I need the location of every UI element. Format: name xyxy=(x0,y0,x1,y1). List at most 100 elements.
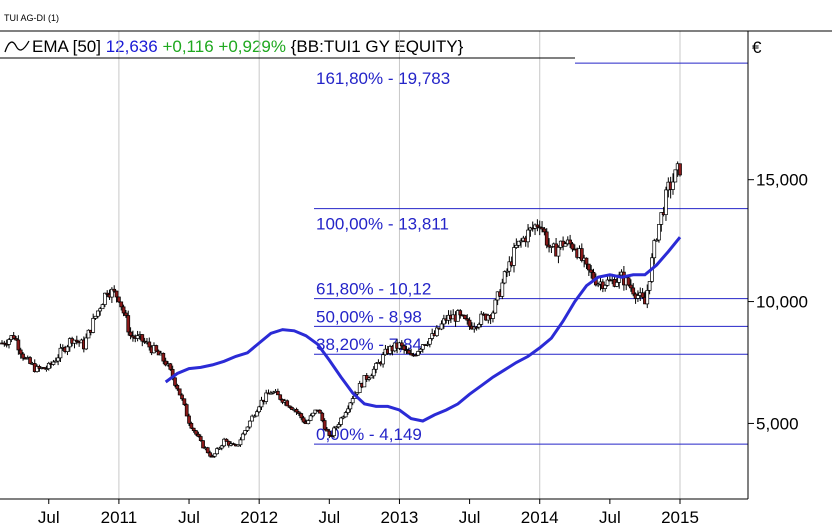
candle-body xyxy=(100,304,105,310)
candle-body xyxy=(381,354,385,365)
candle-body xyxy=(507,261,512,272)
candle xyxy=(182,398,187,406)
candle-body xyxy=(640,292,645,298)
candle-body xyxy=(336,424,341,428)
x-tick-label: 2011 xyxy=(101,508,138,527)
candle-body xyxy=(318,409,322,414)
fib-level-label: 50,00% - 8,98 xyxy=(316,307,422,326)
candle-body xyxy=(399,342,404,347)
candle-body xyxy=(442,318,446,325)
candle-body xyxy=(512,247,516,266)
candlestick-series xyxy=(0,161,682,458)
candle-body xyxy=(626,277,631,286)
candle xyxy=(21,352,25,361)
grid-lines xyxy=(118,31,681,499)
candle-body xyxy=(198,436,203,442)
candle xyxy=(187,413,191,426)
candle xyxy=(659,212,664,232)
candle xyxy=(93,315,98,320)
candle-body xyxy=(371,368,376,377)
candle-body xyxy=(7,339,11,345)
candle-body xyxy=(664,189,668,215)
y-tick-label: 15,000 xyxy=(756,171,808,190)
candle xyxy=(65,344,70,356)
candle-body xyxy=(367,377,371,380)
candle xyxy=(336,422,341,429)
candle-body xyxy=(163,360,168,366)
candle-body xyxy=(519,240,523,243)
candle xyxy=(402,344,406,354)
candle xyxy=(224,438,229,442)
candle xyxy=(74,335,79,345)
candle-body xyxy=(180,394,184,400)
candle-body xyxy=(474,326,479,329)
x-tick-label: Jul xyxy=(38,508,60,527)
candle xyxy=(117,296,121,304)
candle xyxy=(605,276,610,287)
candle xyxy=(348,401,353,413)
candle-body xyxy=(254,411,259,417)
candle xyxy=(350,395,355,406)
candle-body xyxy=(301,417,306,423)
candle xyxy=(343,410,348,418)
candle xyxy=(514,238,519,249)
candle-body xyxy=(215,448,219,455)
candle xyxy=(2,340,7,347)
candle xyxy=(542,227,547,236)
candle xyxy=(367,376,371,382)
candle xyxy=(435,325,439,337)
candle xyxy=(236,444,240,447)
candle-body xyxy=(654,239,659,242)
fibonacci-levels: 161,80% - 19,783 100,00% - 13,811 61,80% -… xyxy=(314,62,748,445)
candle-body xyxy=(313,409,318,414)
candle xyxy=(269,390,273,395)
candle-body xyxy=(465,318,470,321)
candle-body xyxy=(439,323,444,330)
candle xyxy=(271,390,276,395)
candle xyxy=(654,238,659,242)
candle xyxy=(465,314,470,325)
candle-body xyxy=(479,313,484,325)
ema-line xyxy=(164,236,682,423)
candle xyxy=(339,416,343,427)
candle-body xyxy=(243,430,247,435)
candle xyxy=(568,234,572,248)
candle xyxy=(119,301,124,311)
candle xyxy=(287,405,292,409)
candle xyxy=(51,359,56,366)
candle-body xyxy=(299,413,304,419)
candle xyxy=(18,347,23,359)
candle xyxy=(547,238,551,253)
legend-bar: EMA [50] 12,636 +0,116 +0,929% {BB:TUI1 … xyxy=(4,37,463,57)
candle-body xyxy=(46,362,51,369)
y-tick-label: 5,000 xyxy=(756,414,799,433)
candle-body xyxy=(194,430,198,435)
candle xyxy=(91,313,96,334)
candle-body xyxy=(605,279,610,286)
candle-body xyxy=(362,375,367,388)
candle-body xyxy=(184,404,189,417)
candle xyxy=(493,298,498,314)
candle xyxy=(46,361,51,371)
candle-body xyxy=(278,394,283,400)
legend-indicator: EMA [50] xyxy=(32,37,101,56)
candle-body xyxy=(259,399,264,408)
candle xyxy=(212,453,217,458)
fib-level-label: 0,00% - 4,149 xyxy=(316,425,422,444)
candle-body xyxy=(290,407,294,410)
candle xyxy=(56,354,60,366)
candle xyxy=(526,224,530,248)
candle-body xyxy=(53,360,58,363)
candle xyxy=(332,425,336,439)
candle xyxy=(318,409,322,414)
candle xyxy=(563,241,568,247)
candle xyxy=(154,344,159,353)
candle xyxy=(505,268,509,278)
candle-body xyxy=(11,335,16,339)
x-tick-label: Jul xyxy=(318,508,340,527)
x-tick-label: Jul xyxy=(599,508,621,527)
candle xyxy=(369,373,374,379)
candle-body xyxy=(596,283,601,286)
candle-body xyxy=(168,363,173,370)
candle xyxy=(479,310,484,328)
